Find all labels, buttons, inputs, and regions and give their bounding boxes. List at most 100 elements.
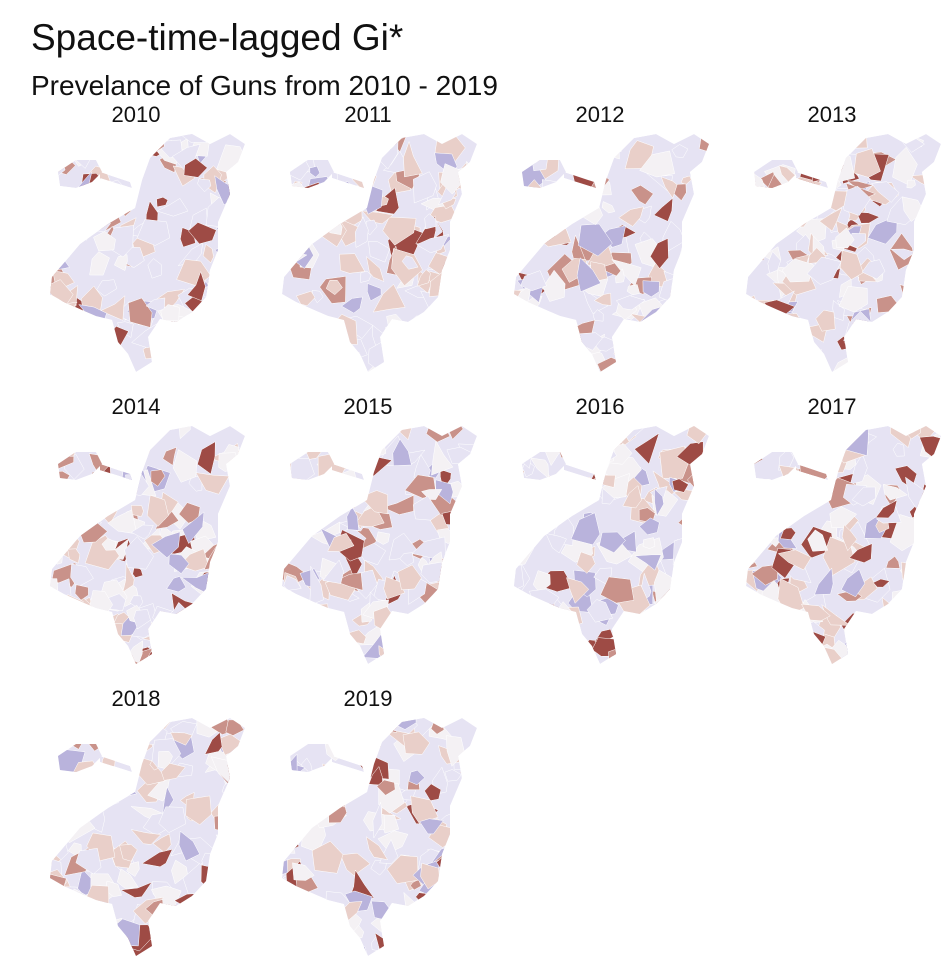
map-panel-2014: 2014 (30, 394, 262, 674)
tract-cell (660, 346, 694, 372)
tract-cell (890, 248, 916, 261)
tract-cell (184, 625, 202, 647)
tract-cell (114, 195, 127, 213)
region-base (332, 756, 364, 772)
tract-cell (444, 637, 470, 652)
tract-cell (413, 342, 447, 365)
tract-cell (287, 632, 321, 654)
tract-cell (419, 818, 444, 835)
tract-cell (161, 903, 177, 922)
tract-cell (57, 482, 75, 496)
tract-cell (455, 825, 477, 853)
panel-year-label: 2013 (807, 102, 857, 127)
panel-year-label: 2014 (111, 394, 161, 419)
tract-cell (438, 333, 463, 364)
tract-cell (778, 448, 795, 471)
tract-cell (564, 643, 589, 664)
tract-cell (164, 930, 196, 956)
tract-cell (746, 524, 756, 555)
tract-cell (514, 564, 524, 593)
tract-cell (514, 540, 522, 559)
tract-cell (521, 477, 550, 492)
tract-cell (133, 609, 151, 630)
tract-cell (296, 786, 321, 811)
choropleth-map (282, 426, 477, 664)
tract-cell (392, 640, 414, 655)
tract-cell (282, 137, 283, 153)
tract-cell (840, 569, 866, 598)
tract-cell (80, 195, 99, 207)
tract-cell (50, 298, 65, 315)
tract-cell (455, 324, 477, 348)
tract-cell (755, 504, 786, 531)
tract-cell (434, 632, 457, 664)
tract-cell (50, 718, 60, 746)
tract-cell (124, 536, 154, 570)
tract-cell (514, 336, 535, 365)
tract-cell (746, 210, 766, 229)
tract-cell (211, 625, 229, 655)
tract-cell (524, 426, 547, 442)
tract-cell (459, 791, 477, 808)
tract-cell (339, 253, 366, 274)
tract-cell (746, 253, 756, 269)
tract-cell (282, 862, 283, 885)
tract-cell (128, 153, 144, 173)
tract-cell (521, 136, 544, 150)
tract-cell (608, 647, 631, 664)
tract-cell (296, 290, 316, 307)
tract-cell (63, 444, 77, 457)
tract-cell (298, 626, 319, 660)
tract-cell (282, 913, 297, 939)
tract-cell (35, 456, 47, 479)
tract-cell (50, 834, 70, 848)
tract-cell (601, 201, 616, 214)
tract-cell (218, 452, 239, 472)
tract-cell (915, 626, 935, 646)
tract-cell (424, 213, 437, 230)
tract-cell (570, 512, 601, 546)
tract-cell (125, 725, 144, 750)
tract-cell (298, 317, 318, 341)
tract-cell (454, 818, 470, 839)
tract-cell (325, 481, 346, 507)
tract-cell (461, 230, 477, 257)
tract-cell (746, 512, 765, 548)
tract-cell (50, 900, 70, 927)
tract-cell (282, 798, 296, 834)
tract-cell (694, 488, 709, 514)
tract-cell (746, 134, 749, 150)
tract-cell (92, 134, 130, 165)
tract-cell (427, 609, 447, 626)
tract-cell (921, 340, 940, 364)
tract-cell (520, 270, 547, 292)
tract-cell (469, 229, 477, 256)
tract-cell (514, 350, 531, 372)
tract-cell (213, 345, 228, 363)
tract-cell (360, 270, 372, 283)
tract-cell (759, 496, 778, 516)
tract-cell (514, 456, 517, 488)
tract-cell (204, 906, 234, 930)
tract-cell (70, 488, 105, 511)
tract-cell (583, 154, 607, 175)
tract-cell (838, 286, 868, 313)
tract-cell (514, 288, 522, 311)
tract-cell (215, 222, 243, 241)
tract-cell (746, 305, 765, 328)
tract-cell (671, 144, 689, 158)
tract-cell (663, 612, 688, 637)
tract-cell (468, 185, 477, 200)
tract-cell (55, 301, 78, 315)
tract-cell (611, 258, 642, 287)
tract-cell (514, 498, 538, 521)
tract-cell (609, 134, 626, 153)
tract-cell (50, 873, 51, 887)
tract-cell (920, 483, 941, 516)
tract-cell (514, 628, 533, 652)
tract-cell (93, 231, 116, 252)
tract-cell (64, 207, 87, 236)
tract-cell (105, 880, 122, 897)
tract-cell (195, 472, 230, 495)
tract-cell (417, 626, 449, 651)
